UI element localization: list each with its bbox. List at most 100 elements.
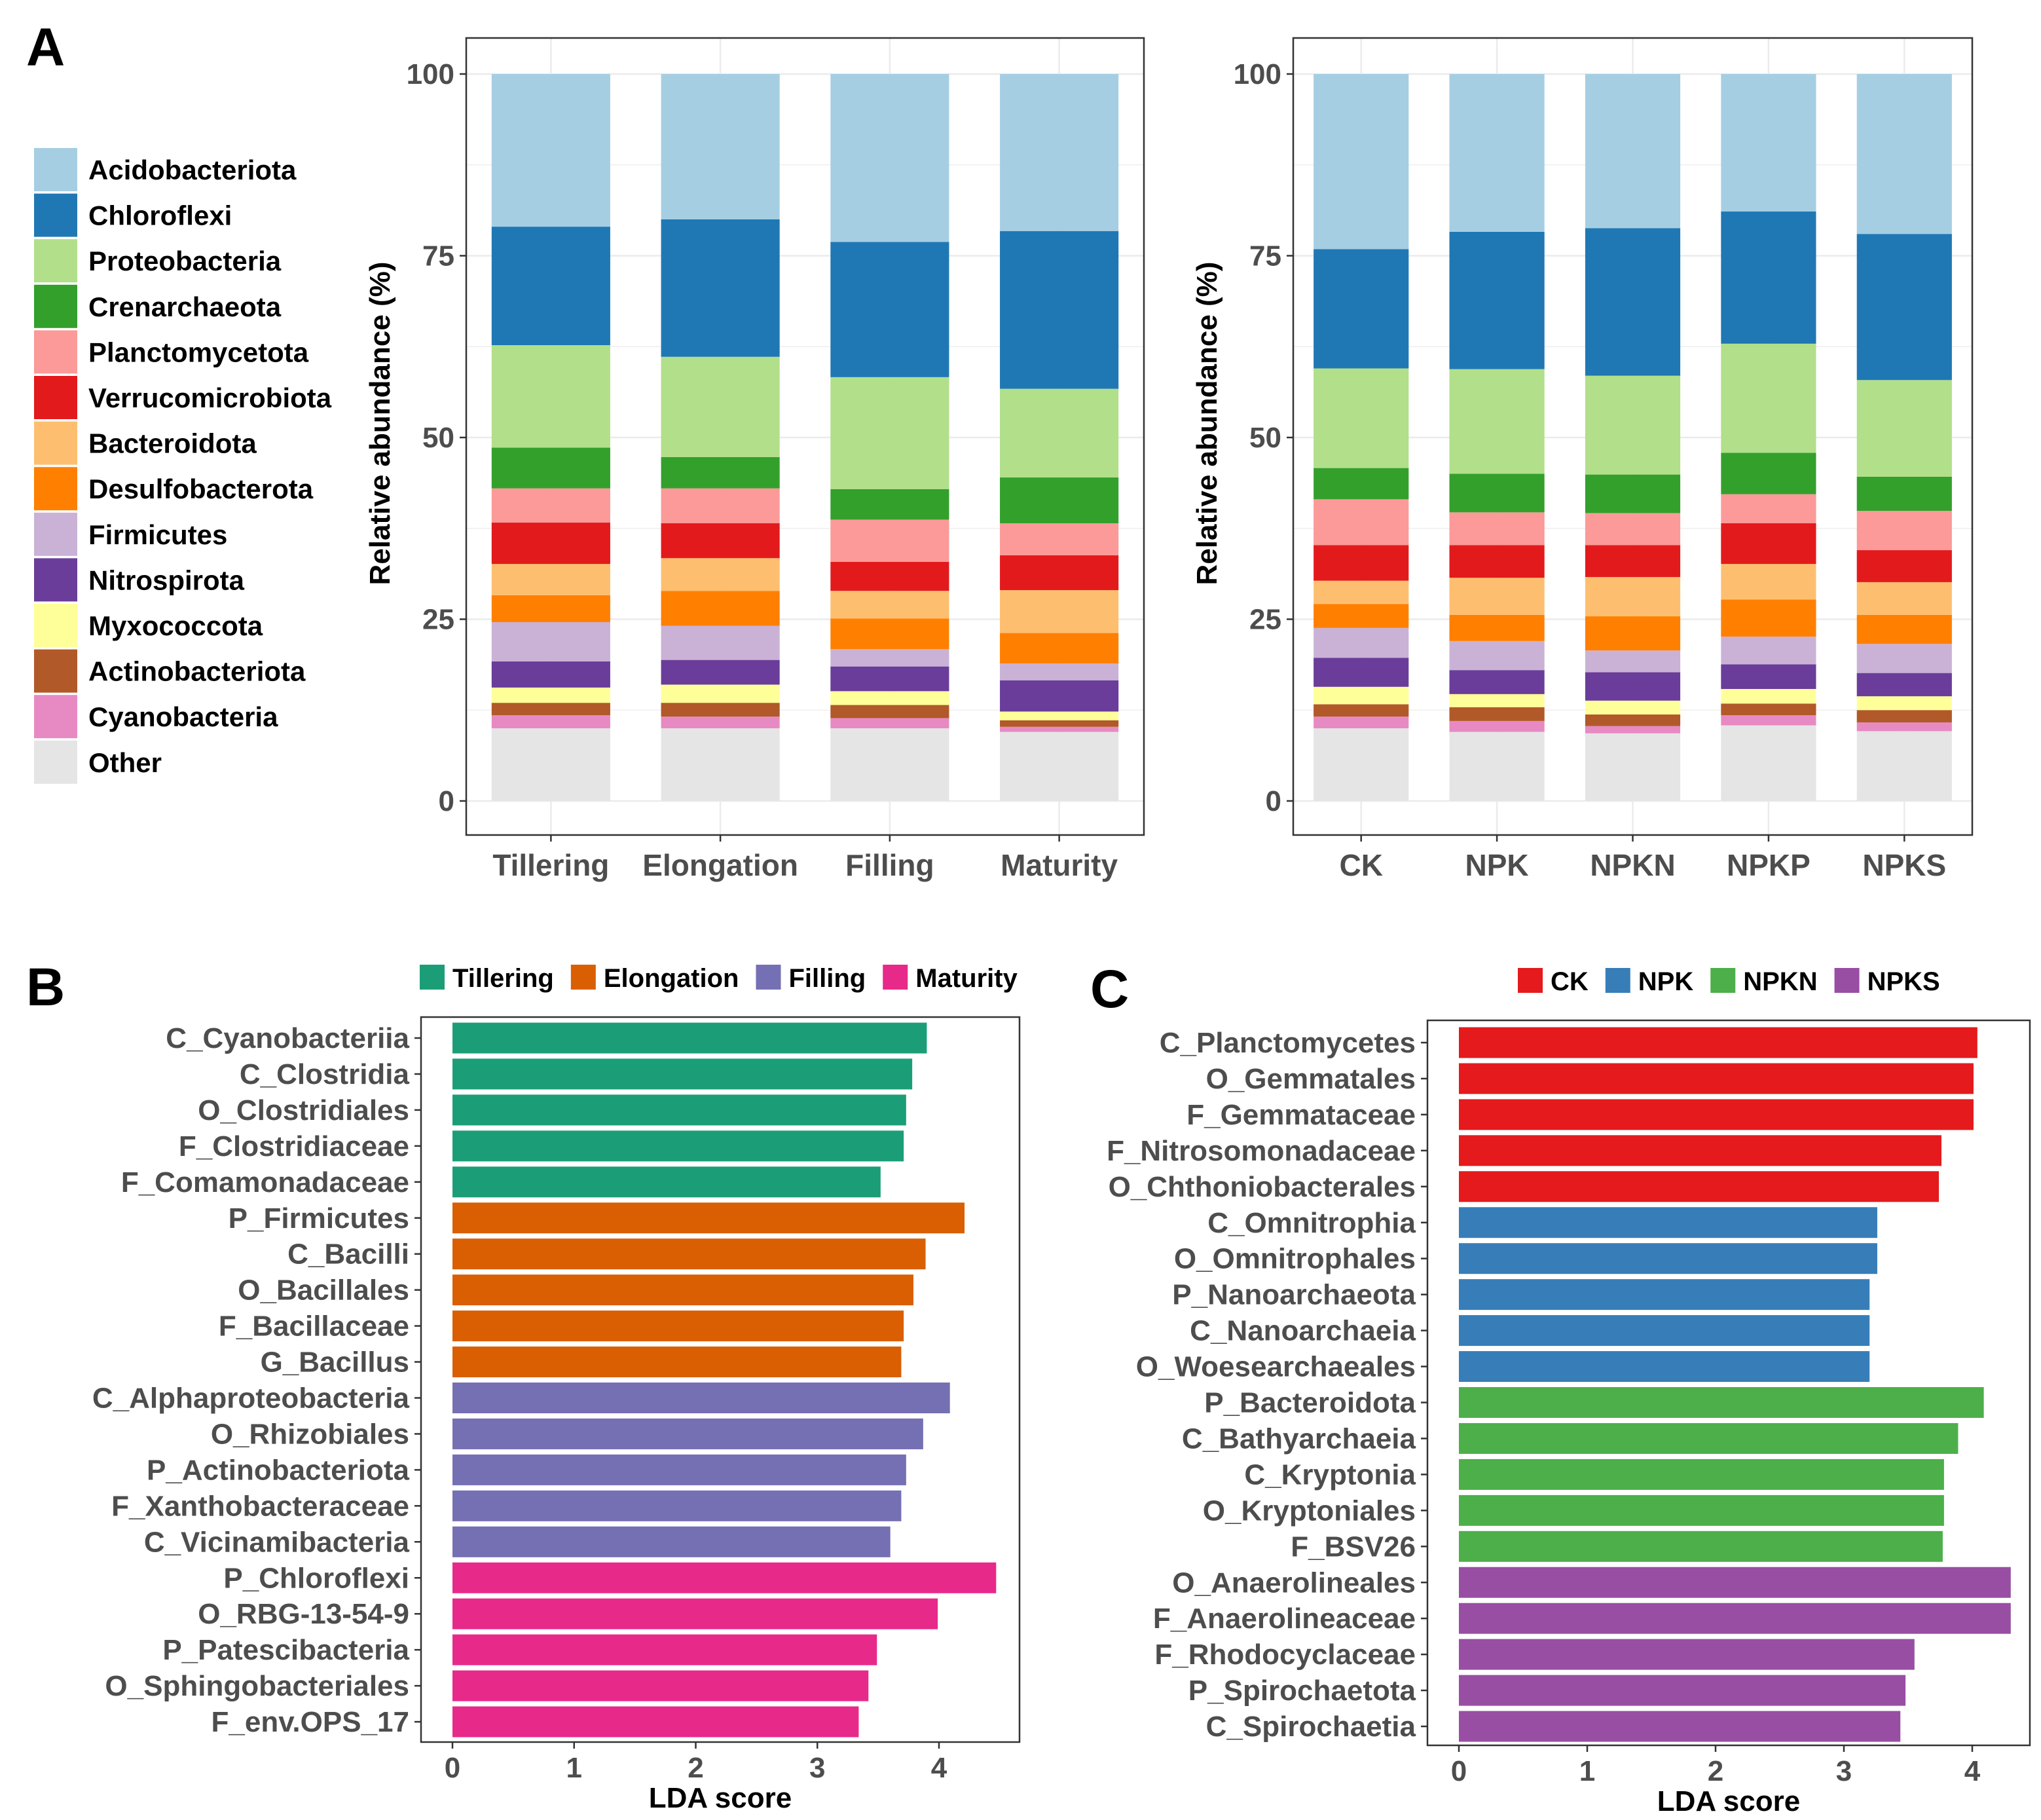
bar-segment-elongation-planctomycetota (661, 488, 780, 523)
bar-segment-tillering-cyanobacteria (491, 715, 610, 728)
x-tick-label: 1 (566, 1752, 582, 1784)
lda-label-c-vicinamibacteria: C_Vicinamibacteria (144, 1526, 410, 1558)
bar-segment-tillering-actinobacteriota (491, 703, 610, 716)
lda-label-f-bsv26: F_BSV26 (1291, 1531, 1416, 1563)
bar-segment-npks-actinobacteriota (1856, 710, 1952, 723)
lda-bar-f-comamonadaceae (452, 1166, 881, 1198)
bar-segment-ck-myxococcota (1314, 686, 1409, 705)
y-tick-label: 100 (1234, 58, 1281, 90)
lda-label-c-planctomycetes: C_Planctomycetes (1160, 1027, 1416, 1059)
lda-bar-f-bacillaceae (452, 1310, 904, 1342)
legend-key-crenarchaeota (34, 284, 77, 328)
lda-label-c-alphaproteobacteria: C_Alphaproteobacteria (92, 1383, 410, 1415)
bar-segment-maturity-bacteroidota (1000, 590, 1119, 633)
bar-segment-npkn-cyanobacteria (1585, 726, 1681, 734)
lda-label-p-nanoarchaeota: P_Nanoarchaeota (1172, 1279, 1416, 1311)
bar-segment-maturity-proteobacteria (1000, 388, 1119, 478)
bar-segment-elongation-verrucomicrobiota (661, 523, 780, 559)
lda-label-c-nanoarchaeia: C_Nanoarchaeia (1190, 1315, 1416, 1347)
lda-legend-key-ck (1518, 968, 1543, 993)
bar-segment-npks-proteobacteria (1856, 380, 1952, 477)
bar-segment-npk-other (1449, 732, 1545, 801)
x-tick-label-npk: NPK (1465, 848, 1529, 882)
y-tick-label: 100 (407, 58, 454, 90)
y-tick-label: 75 (1249, 240, 1281, 272)
lda-label-o-clostridiales: O_Clostridiales (198, 1094, 409, 1126)
lda-label-p-chloroflexi: P_Chloroflexi (223, 1562, 409, 1594)
lda-bar-p-bacteroidota (1459, 1387, 1984, 1418)
bar-segment-npkp-desulfobacterota (1721, 599, 1816, 637)
bar-segment-elongation-actinobacteriota (661, 703, 780, 717)
bar-segment-npkn-planctomycetota (1585, 513, 1681, 546)
legend-key-other (34, 740, 77, 784)
lda-bar-f-anaerolineaceae (1459, 1603, 2011, 1634)
x-tick-label: 4 (1964, 1755, 1981, 1787)
legend-label-verrucomicrobiota: Verrucomicrobiota (88, 382, 332, 413)
bar-segment-npks-nitrospirota (1856, 673, 1952, 697)
lda-label-f-anaerolineaceae: F_Anaerolineaceae (1153, 1603, 1416, 1635)
lda-legend-label-npk: NPK (1638, 967, 1694, 996)
bar-segment-maturity-crenarchaeota (1000, 477, 1119, 523)
lda-legend-label-filling: Filling (788, 964, 866, 993)
bar-segment-npkp-cyanobacteria (1721, 715, 1816, 726)
bar-segment-elongation-other (661, 728, 780, 801)
lda-legend-key-elongation (570, 965, 596, 990)
bar-segment-npkn-other (1585, 733, 1681, 801)
bar-segment-filling-proteobacteria (830, 377, 949, 489)
bar-segment-npk-crenarchaeota (1449, 474, 1545, 513)
legend-key-desulfobacterota (34, 467, 77, 511)
bar-segment-filling-verrucomicrobiota (830, 561, 949, 591)
legend-key-bacteroidota (34, 421, 77, 465)
bar-segment-filling-myxococcota (830, 691, 949, 705)
lda-label-f-clostridiaceae: F_Clostridiaceae (179, 1130, 409, 1162)
y-tick-label: 0 (439, 785, 454, 817)
bar-segment-npkn-crenarchaeota (1585, 474, 1681, 513)
bar-segment-maturity-chloroflexi (1000, 231, 1119, 389)
bar-segment-elongation-crenarchaeota (661, 456, 780, 489)
lda-bar-p-firmicutes (452, 1202, 965, 1234)
lda-chart-treatment: C_Planctomycetes O_Gemmatales F_Gemmatacea… (1107, 967, 2031, 1817)
bar-segment-npk-verrucomicrobiota (1449, 545, 1545, 578)
plot-border (465, 37, 1145, 836)
bar-segment-filling-bacteroidota (830, 591, 949, 619)
x-tick-label: 0 (445, 1752, 460, 1784)
bar-segment-npkp-planctomycetota (1721, 494, 1816, 523)
bar-segment-filling-firmicutes (830, 649, 949, 667)
x-axis-title: LDA score (1657, 1785, 1800, 1817)
lda-legend-key-npk (1605, 968, 1630, 993)
y-tick-label: 75 (422, 240, 454, 272)
lda-bar-o-clostridiales (452, 1094, 906, 1126)
bar-segment-npkp-nitrospirota (1721, 664, 1816, 690)
x-tick-label-maturity: Maturity (1001, 848, 1118, 882)
bar-segment-tillering-crenarchaeota (491, 447, 610, 489)
lda-label-f-nitrosomonadaceae: F_Nitrosomonadaceae (1107, 1135, 1416, 1167)
lda-legend-key-npkn (1710, 968, 1736, 993)
bar-segment-tillering-firmicutes (491, 622, 610, 661)
legend-key-nitrospirota (34, 558, 77, 602)
lda-label-c-clostridia: C_Clostridia (240, 1058, 410, 1090)
x-tick-label-elongation: Elongation (642, 848, 798, 882)
bar-segment-tillering-proteobacteria (491, 345, 610, 448)
lda-bar-o-kryptoniales (1459, 1495, 1944, 1526)
lda-bar-c-bathyarchaeia (1459, 1422, 1958, 1454)
bar-segment-tillering-myxococcota (491, 687, 610, 703)
lda-bar-p-patescibacteria (452, 1634, 877, 1665)
legend-label-nitrospirota: Nitrospirota (88, 565, 245, 595)
lda-label-o-rbg-13-54-9: O_RBG-13-54-9 (198, 1598, 409, 1630)
lda-bar-f-clostridiaceae (452, 1130, 904, 1162)
bar-segment-maturity-cyanobacteria (1000, 726, 1119, 732)
bar-segment-npks-chloroflexi (1856, 234, 1952, 381)
x-tick-label-tillering: Tillering (492, 848, 609, 882)
bar-segment-npk-cyanobacteria (1449, 720, 1545, 732)
bar-segment-npks-cyanobacteria (1856, 722, 1952, 732)
bar-segment-ck-cyanobacteria (1314, 716, 1409, 728)
bar-segment-npkn-chloroflexi (1585, 228, 1681, 376)
lda-bar-c-cyanobacteriia (452, 1022, 927, 1054)
bar-segment-npks-verrucomicrobiota (1856, 550, 1952, 582)
bar-segment-tillering-acidobacteriota (491, 74, 610, 227)
bar-segment-npkp-acidobacteriota (1721, 74, 1816, 212)
lda-bar-o-anaerolineales (1459, 1567, 2011, 1598)
legend-key-cyanobacteria (34, 695, 77, 739)
bar-segment-npkp-verrucomicrobiota (1721, 523, 1816, 565)
lda-label-p-bacteroidota: P_Bacteroidota (1204, 1387, 1416, 1419)
